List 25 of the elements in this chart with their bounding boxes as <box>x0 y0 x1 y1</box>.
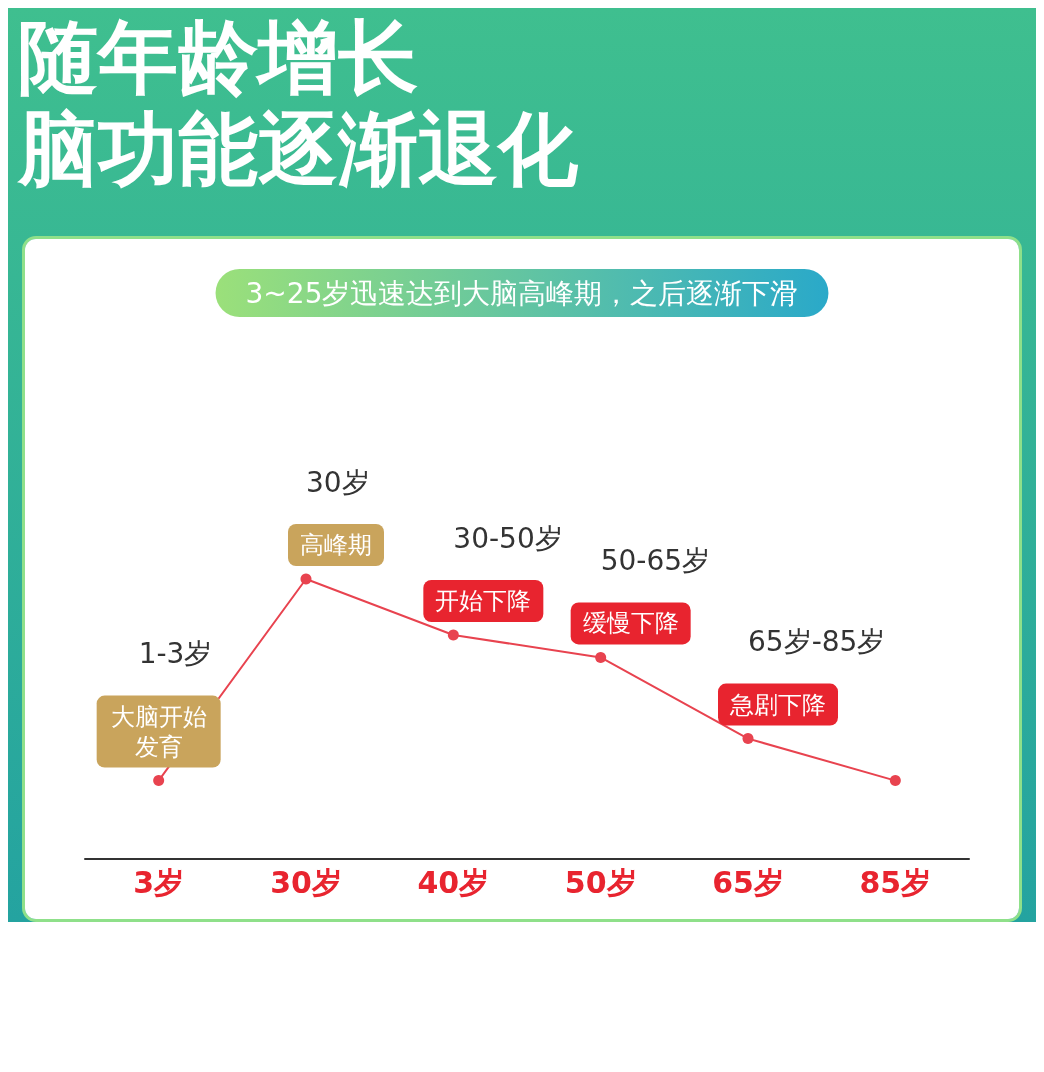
text: 3~25岁迅速达到大脑高峰期，之后逐渐下滑 <box>245 276 799 310</box>
x-tick-label: 3岁 <box>133 864 185 900</box>
text: 30岁 <box>306 465 370 499</box>
text: 30-50岁 <box>453 521 563 555</box>
x-tick-label: 40岁 <box>417 864 490 900</box>
annotation: 65岁-85岁 <box>748 625 886 659</box>
x-tick-label: 85岁 <box>859 864 932 900</box>
point <box>300 573 312 585</box>
annotation: 开始下降 <box>435 587 532 615</box>
annotation: 急剧下降 <box>729 690 826 719</box>
point <box>153 775 165 787</box>
x-tick-label: 30岁 <box>270 864 342 900</box>
chart-title: 随年龄增长 <box>18 11 419 104</box>
x-tick-label: 65岁 <box>712 864 784 900</box>
point <box>889 775 901 787</box>
annotation: 缓慢下降 <box>582 609 679 638</box>
x-tick-label: 50岁 <box>564 864 637 900</box>
text: 50-65岁 <box>600 543 711 577</box>
annotation: 1-3岁 <box>138 637 213 671</box>
point <box>595 651 607 663</box>
annotation: 大脑开始发育 <box>110 702 207 761</box>
chart-subtitle: 脑功能逐渐退化 <box>18 103 579 196</box>
point <box>742 733 754 745</box>
point <box>447 629 459 641</box>
annotation: 高峰期 <box>300 531 372 559</box>
